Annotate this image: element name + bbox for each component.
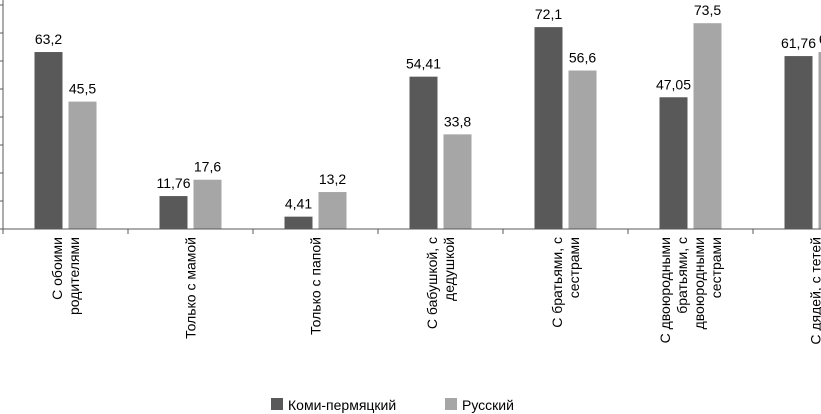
data-label: 73,5 — [694, 2, 721, 18]
bar-russian — [818, 52, 821, 229]
data-label: 63,2 — [819, 31, 821, 47]
legend-label-russian: Русский — [462, 397, 514, 413]
legend-label-komi-permyak: Коми-пермяцкий — [288, 397, 396, 413]
category-label: С дядей, с тетей — [808, 237, 821, 345]
legend-swatch-russian — [445, 398, 457, 410]
bar-russian — [693, 23, 722, 230]
legend: Коми-пермяцкий Русский — [271, 397, 514, 413]
data-label: 4,41 — [285, 196, 312, 212]
category-label-line: двоюродными — [691, 237, 707, 329]
bar-russian — [68, 101, 97, 229]
bar-komi-permyak — [534, 27, 563, 230]
bar-komi-permyak — [409, 76, 438, 229]
data-label: 33,8 — [444, 113, 471, 129]
category-label-line: С двоюродными — [657, 237, 673, 343]
data-label: 72,1 — [535, 6, 562, 22]
category-label: Только с мамой — [183, 237, 199, 339]
category-label: С бабушкой, сдедушкой — [424, 237, 457, 329]
bar-russian — [568, 70, 597, 230]
data-label: 61,76 — [781, 35, 816, 51]
bar-komi-permyak — [659, 97, 688, 229]
bar-russian — [443, 134, 472, 229]
bar-russian — [318, 192, 347, 229]
category-label-line: Только с мамой — [183, 237, 199, 339]
category-label-line: братьями, с — [674, 237, 690, 314]
category-label-line: Только с папой — [308, 237, 324, 335]
data-label: 54,41 — [406, 56, 441, 72]
category-label-line: родителями — [66, 237, 82, 315]
category-label: Только с папой — [308, 237, 324, 335]
legend-swatch-komi-permyak — [271, 398, 283, 410]
category-label: С братьями, ссестрами — [549, 237, 582, 328]
category-label-line: сестрами — [708, 237, 724, 298]
data-label: 47,05 — [656, 76, 691, 92]
bar-komi-permyak — [784, 56, 813, 230]
category-label-line: С братьями, с — [549, 237, 565, 328]
data-label: 17,6 — [194, 159, 221, 175]
bar-komi-permyak — [34, 52, 63, 229]
category-label: С обоимиродителями — [49, 237, 82, 315]
bar-komi-permyak — [159, 196, 188, 229]
category-label-line: С бабушкой, с — [424, 237, 440, 329]
bar-russian — [193, 179, 222, 229]
category-label-line: дедушкой — [441, 237, 457, 301]
category-label-line: сестрами — [566, 237, 582, 298]
x-axis-ticks — [2, 229, 754, 234]
data-label: 56,6 — [569, 50, 596, 66]
data-label: 63,2 — [35, 31, 62, 47]
bars-layer — [34, 23, 821, 230]
category-label: С двоюроднымибратьями, сдвоюроднымисестр… — [657, 237, 724, 343]
category-label-line: С обоими — [49, 237, 65, 300]
category-label-line: С дядей, с тетей — [808, 237, 821, 345]
data-label: 11,76 — [157, 175, 191, 191]
data-label: 45,5 — [69, 81, 96, 97]
bar-komi-permyak — [284, 216, 313, 229]
category-labels-layer: С обоимиродителями Только с мамой Только с… — [49, 237, 821, 345]
data-label: 13,2 — [319, 171, 346, 187]
